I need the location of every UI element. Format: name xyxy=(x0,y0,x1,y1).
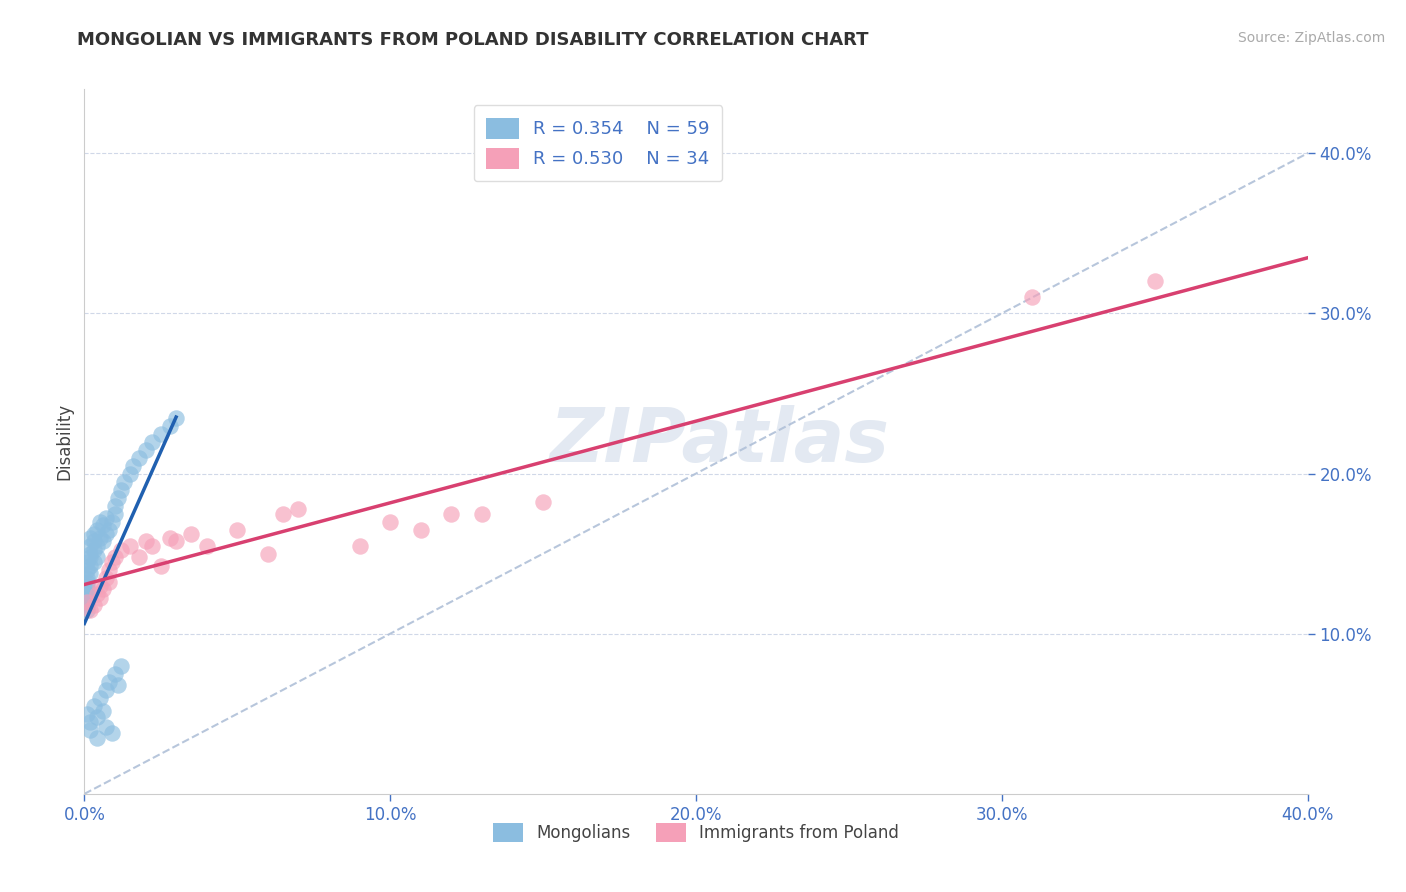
Point xyxy=(79,723,101,737)
Point xyxy=(76,595,98,609)
Point xyxy=(89,579,111,593)
Point xyxy=(79,603,101,617)
Point xyxy=(112,475,135,489)
Point xyxy=(76,706,98,721)
Point xyxy=(180,527,202,541)
Point xyxy=(79,559,101,574)
Point xyxy=(97,523,120,537)
Point xyxy=(86,539,108,553)
Point xyxy=(83,698,105,713)
Point xyxy=(97,575,120,590)
Point xyxy=(94,720,117,734)
Point xyxy=(76,555,98,569)
Point xyxy=(104,549,127,564)
Point xyxy=(76,563,98,577)
Point xyxy=(380,515,402,529)
Legend: Mongolians, Immigrants from Poland: Mongolians, Immigrants from Poland xyxy=(486,816,905,849)
Point xyxy=(471,507,494,521)
Point xyxy=(101,515,124,529)
Point xyxy=(107,678,129,692)
Point xyxy=(94,571,117,585)
Point xyxy=(120,539,142,553)
Point xyxy=(531,495,554,509)
Point xyxy=(110,483,132,497)
Point xyxy=(165,410,187,425)
Point xyxy=(349,539,371,553)
Point xyxy=(159,418,181,433)
Point xyxy=(128,549,150,564)
Point xyxy=(226,523,249,537)
Point xyxy=(287,501,309,516)
Point xyxy=(110,543,132,558)
Point xyxy=(76,579,98,593)
Point xyxy=(165,533,187,548)
Point xyxy=(83,533,105,548)
Point xyxy=(120,467,142,481)
Point xyxy=(97,674,120,689)
Point xyxy=(76,603,98,617)
Point xyxy=(104,507,127,521)
Point xyxy=(89,690,111,705)
Point xyxy=(271,507,294,521)
Point xyxy=(76,582,98,596)
Point xyxy=(76,587,98,601)
Point xyxy=(101,555,124,569)
Text: MONGOLIAN VS IMMIGRANTS FROM POLAND DISABILITY CORRELATION CHART: MONGOLIAN VS IMMIGRANTS FROM POLAND DISA… xyxy=(77,31,869,49)
Point xyxy=(107,491,129,505)
Point xyxy=(79,531,101,545)
Point xyxy=(149,559,172,574)
Point xyxy=(79,566,101,580)
Point xyxy=(135,442,157,457)
Point xyxy=(141,539,163,553)
Point xyxy=(101,726,124,740)
Point xyxy=(104,499,127,513)
Point xyxy=(86,587,108,601)
Point xyxy=(76,591,98,606)
Point xyxy=(79,714,101,729)
Point xyxy=(86,731,108,745)
Point xyxy=(135,533,157,548)
Point xyxy=(104,666,127,681)
Point xyxy=(83,555,105,569)
Text: ZIPatlas: ZIPatlas xyxy=(550,405,890,478)
Point xyxy=(86,523,108,537)
Point xyxy=(141,434,163,449)
Point xyxy=(83,527,105,541)
Point xyxy=(89,591,111,606)
Point xyxy=(159,531,181,545)
Point xyxy=(1021,290,1043,304)
Point xyxy=(89,515,111,529)
Point xyxy=(97,563,120,577)
Point xyxy=(89,531,111,545)
Point xyxy=(94,527,117,541)
Point xyxy=(122,458,145,473)
Point xyxy=(76,575,98,590)
Text: Source: ZipAtlas.com: Source: ZipAtlas.com xyxy=(1237,31,1385,45)
Point xyxy=(83,543,105,558)
Y-axis label: Disability: Disability xyxy=(55,403,73,480)
Point xyxy=(86,549,108,564)
Point xyxy=(79,549,101,564)
Point xyxy=(91,582,114,596)
Point xyxy=(91,517,114,532)
Point xyxy=(128,450,150,465)
Point xyxy=(83,598,105,612)
Point xyxy=(76,571,98,585)
Point xyxy=(94,511,117,525)
Point xyxy=(94,682,117,697)
Point xyxy=(409,523,432,537)
Point xyxy=(440,507,463,521)
Point xyxy=(79,547,101,561)
Point xyxy=(79,539,101,553)
Point xyxy=(110,658,132,673)
Point xyxy=(91,533,114,548)
Point xyxy=(1143,274,1166,288)
Point xyxy=(76,598,98,612)
Point xyxy=(149,426,172,441)
Point xyxy=(91,704,114,718)
Point xyxy=(257,547,280,561)
Point xyxy=(86,710,108,724)
Point xyxy=(195,539,218,553)
